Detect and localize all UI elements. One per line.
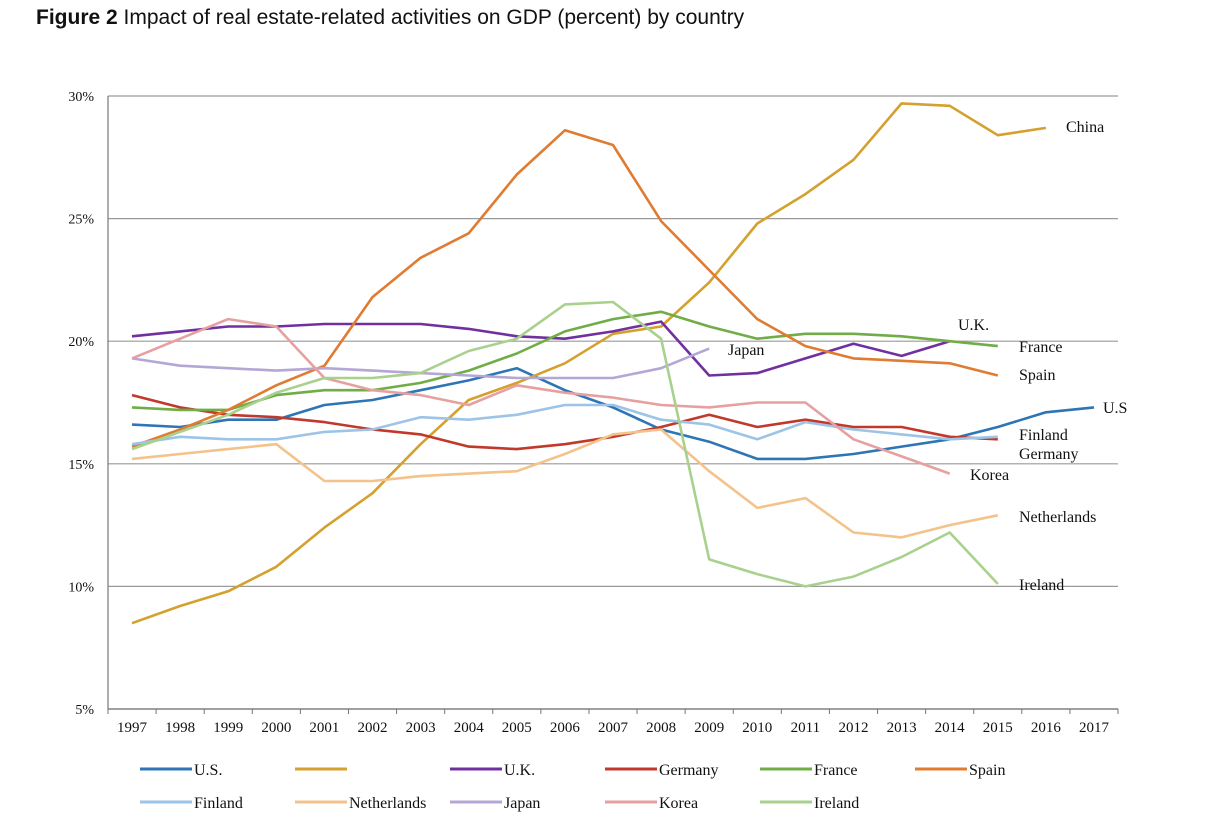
x-tick-label: 1999 (213, 720, 243, 736)
legend-label: Finland (194, 795, 243, 812)
x-tick-label: 2016 (1031, 720, 1062, 736)
y-tick-label: 25% (68, 213, 94, 228)
legend-label: France (814, 762, 858, 779)
x-tick-label: 2012 (838, 720, 868, 736)
x-tick-label: 2014 (935, 720, 966, 736)
x-tick-label: 2010 (742, 720, 772, 736)
x-tick-label: 2004 (454, 720, 485, 736)
axes: 5% 10% 15% 20% 25% 30% 1997 1998 1999 2000 2001 200… (68, 90, 1119, 736)
y-tick-label: 5% (75, 703, 94, 718)
end-label: Japan (728, 342, 764, 359)
grid (108, 95, 1118, 710)
x-tick-label: 2007 (598, 720, 629, 736)
end-label: Ireland (1019, 577, 1064, 594)
x-tick-label: 2003 (406, 720, 436, 736)
legend-label: Japan (504, 795, 540, 812)
series-line-spain (131, 129, 999, 448)
figure-label: Figure 2 (36, 6, 118, 29)
x-tick-label: 2000 (261, 720, 291, 736)
series-line-u-k (131, 320, 951, 377)
x-tick-label: 2006 (550, 720, 581, 736)
figure-caption: Impact of real estate-related activities… (123, 6, 745, 29)
y-tick-label: 30% (68, 90, 94, 105)
end-label: Spain (1019, 367, 1055, 384)
end-label: France (1019, 339, 1063, 356)
legend-label: Korea (659, 795, 698, 812)
legend-label: Germany (659, 762, 719, 779)
legend-label: Netherlands (349, 795, 426, 812)
series-line-china (131, 102, 1047, 625)
series-line-finland (131, 403, 998, 446)
series-lines (131, 102, 1095, 625)
y-tick-label: 20% (68, 335, 94, 350)
end-labels: U.S China U.K. Germany France Spain Finland Net… (728, 119, 1127, 594)
legend-label: Spain (969, 762, 1005, 779)
series-line-netherlands (131, 428, 999, 539)
end-label: Finland (1019, 427, 1068, 444)
x-tick-label: 2011 (791, 720, 820, 736)
legend-label: U.S. (194, 762, 222, 779)
legend: U.S. U.K. Germany France Spain Finland Netherl… (140, 762, 1005, 812)
x-tick-label: 1997 (117, 720, 148, 736)
x-tick-label: 2002 (358, 720, 388, 736)
y-tick-label: 10% (68, 580, 94, 595)
series-line-korea (131, 317, 951, 475)
x-tick-label: 2015 (983, 720, 1013, 736)
series-line-ireland (131, 300, 999, 588)
x-tick-label: 2013 (887, 720, 917, 736)
figure-title: Figure 2 Impact of real estate-related a… (36, 6, 744, 30)
x-tick-label: 1998 (165, 720, 195, 736)
end-label: U.S (1103, 400, 1127, 417)
x-tick-label: 2017 (1079, 720, 1110, 736)
x-tick-label: 2009 (694, 720, 724, 736)
end-label: U.K. (958, 317, 989, 334)
series-line-germany (131, 393, 998, 451)
end-label: Netherlands (1019, 509, 1096, 526)
x-tick-label: 2005 (502, 720, 532, 736)
series-line-u-s (131, 366, 1095, 461)
legend-label: Ireland (814, 795, 859, 812)
series-line-france (131, 310, 998, 412)
end-label: Korea (970, 467, 1009, 484)
legend-label: U.K. (504, 762, 535, 779)
y-tick-label: 15% (68, 458, 94, 473)
end-label: China (1066, 119, 1104, 136)
x-tick-label: 2008 (646, 720, 676, 736)
end-label: Germany (1019, 446, 1079, 463)
x-tick-label: 2001 (309, 720, 339, 736)
